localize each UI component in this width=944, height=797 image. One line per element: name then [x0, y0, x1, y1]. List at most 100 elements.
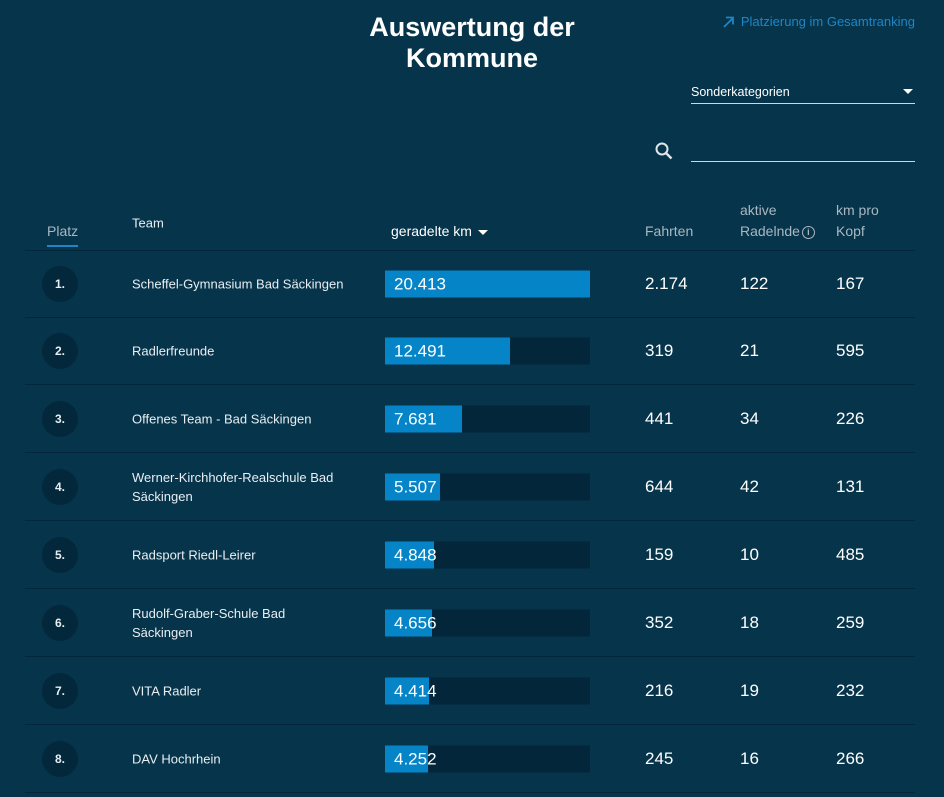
fahrten-value: 319: [645, 341, 674, 360]
column-header-kopf-label-2: Kopf: [836, 223, 865, 239]
info-icon[interactable]: i: [801, 226, 815, 239]
km-pro-kopf-value: 131: [836, 476, 865, 496]
km-pro-kopf-value: 232: [836, 680, 865, 700]
km-bar: 7.681: [385, 405, 590, 432]
column-header-fahrten-label: Fahrten: [645, 223, 694, 239]
km-pro-kopf-value: 259: [836, 612, 865, 632]
column-header-kopf-label-1: km pro: [836, 202, 879, 218]
km-bar-fill: [385, 541, 434, 568]
rank-badge: 7.: [42, 672, 78, 709]
km-value: 7.681: [394, 409, 437, 428]
aktive-radelnde-value: 42: [740, 476, 759, 496]
aktive-radelnde-value: 16: [740, 748, 759, 768]
km-pro-kopf-value: 266: [836, 748, 865, 768]
team-name: DAV Hochrhein: [132, 751, 221, 766]
km-value: 5.507: [394, 477, 437, 496]
km-value: 20.413: [394, 274, 446, 294]
rank-badge: 6.: [42, 604, 78, 641]
km-bar-fill: [385, 337, 511, 365]
column-header-aktive-label-1: aktive: [740, 202, 777, 218]
km-bar: 5.507: [385, 473, 590, 500]
column-header-km-pro-kopf[interactable]: km pro Kopf: [836, 200, 879, 242]
column-header-team[interactable]: Team: [132, 213, 347, 233]
column-header-team-label: Team: [132, 214, 164, 230]
km-bar: 4.656: [385, 609, 590, 636]
km-bar: 4.252: [385, 745, 590, 772]
arrow-up-right-icon: [723, 16, 734, 28]
column-header-aktive-label-2: Radelnde: [740, 223, 800, 239]
category-select-value: Sonderkategorien: [691, 84, 790, 99]
km-bar-fill: [385, 609, 432, 636]
fahrten-value: 216: [645, 680, 674, 700]
table-row[interactable]: 4. Werner-Kirchhofer-Realschule Bad Säck…: [25, 453, 915, 521]
km-value: 4.656: [394, 613, 437, 632]
page-title-line2: Kommune: [405, 43, 538, 73]
table-row[interactable]: 1. Scheffel-Gymnasium Bad Säckingen 20.4…: [25, 251, 915, 318]
rank-badge: 4.: [42, 468, 78, 505]
overall-ranking-link-label: Platzierung im Gesamtranking: [740, 14, 915, 29]
chevron-down-icon: [903, 89, 913, 94]
table-body: 1. Scheffel-Gymnasium Bad Säckingen 20.4…: [25, 251, 915, 793]
overall-ranking-link[interactable]: Platzierung im Gesamtranking: [721, 14, 915, 29]
rank-badge: 3.: [42, 400, 78, 437]
column-header-platz[interactable]: Platz: [47, 221, 79, 247]
table-row[interactable]: 5. Radsport Riedl-Leirer 4.848 159 10 48…: [25, 521, 915, 589]
page-title-line1: Auswertung der: [369, 12, 575, 42]
fahrten-value: 441: [645, 408, 674, 428]
table-row[interactable]: 8. DAV Hochrhein 4.252 245 16 266: [25, 725, 915, 793]
team-name: Radlerfreunde: [132, 343, 215, 359]
km-value: 4.252: [394, 749, 437, 768]
km-value: 4.848: [394, 545, 437, 564]
km-pro-kopf-value: 595: [836, 341, 865, 360]
ranking-table: Platz Team geradelte km Fahrten aktive R…: [25, 195, 915, 793]
fahrten-value: 352: [645, 612, 674, 632]
column-header-km-label: geradelte km: [391, 223, 472, 239]
fahrten-value: 644: [645, 476, 674, 496]
km-bar-fill: [385, 677, 430, 704]
team-name: Offenes Team - Bad Säckingen: [132, 411, 312, 426]
search-icon: [655, 142, 673, 160]
sort-descending-icon: [477, 229, 488, 235]
aktive-radelnde-value: 34: [740, 408, 759, 428]
team-name: Rudolf-Graber-Schule Bad Säckingen: [132, 605, 286, 640]
aktive-radelnde-value: 19: [740, 680, 759, 700]
aktive-radelnde-value: 122: [740, 274, 769, 293]
column-header-aktive-radelnde[interactable]: aktive Radelnde i: [740, 200, 815, 242]
km-pro-kopf-value: 167: [836, 274, 865, 293]
rank-badge: 8.: [42, 740, 78, 777]
km-pro-kopf-value: 226: [836, 408, 865, 428]
table-header: Platz Team geradelte km Fahrten aktive R…: [25, 195, 915, 251]
aktive-radelnde-value: 18: [740, 612, 759, 632]
rank-badge: 2.: [42, 333, 78, 369]
aktive-radelnde-value: 21: [740, 341, 759, 360]
table-row[interactable]: 3. Offenes Team - Bad Säckingen 7.681 44…: [25, 385, 915, 453]
km-bar-fill: [385, 405, 463, 432]
fahrten-value: 2.174: [645, 274, 688, 293]
km-bar-fill: [385, 473, 441, 500]
rank-badge: 5.: [42, 536, 78, 573]
search-input[interactable]: [691, 138, 915, 162]
km-pro-kopf-value: 485: [836, 544, 865, 564]
column-header-fahrten[interactable]: Fahrten: [645, 221, 693, 242]
km-bar: 4.848: [385, 541, 590, 568]
km-bar-fill: [385, 270, 590, 298]
table-row[interactable]: 2. Radlerfreunde 12.491 319 21 595: [25, 318, 915, 385]
aktive-radelnde-value: 10: [740, 544, 759, 564]
active-sort-underline: [47, 245, 79, 247]
km-bar: 4.414: [385, 677, 590, 704]
table-row[interactable]: 7. VITA Radler 4.414 216 19 232: [25, 657, 915, 725]
column-header-km[interactable]: geradelte km: [391, 221, 488, 242]
fahrten-value: 245: [645, 748, 674, 768]
column-header-platz-label: Platz: [47, 223, 79, 239]
rank-badge: 1.: [42, 266, 78, 302]
team-name: Werner-Kirchhofer-Realschule Bad Säcking…: [132, 469, 334, 504]
page-title: Auswertung der Kommune: [0, 12, 944, 74]
table-row[interactable]: 6. Rudolf-Graber-Schule Bad Säckingen 4.…: [25, 589, 915, 657]
fahrten-value: 159: [645, 544, 674, 564]
km-bar-fill: [385, 745, 428, 772]
team-name: Scheffel-Gymnasium Bad Säckingen: [132, 276, 344, 292]
km-value: 12.491: [394, 341, 446, 361]
team-name: Radsport Riedl-Leirer: [132, 547, 256, 562]
team-name: VITA Radler: [132, 683, 202, 698]
category-select[interactable]: Sonderkategorien: [691, 80, 915, 104]
